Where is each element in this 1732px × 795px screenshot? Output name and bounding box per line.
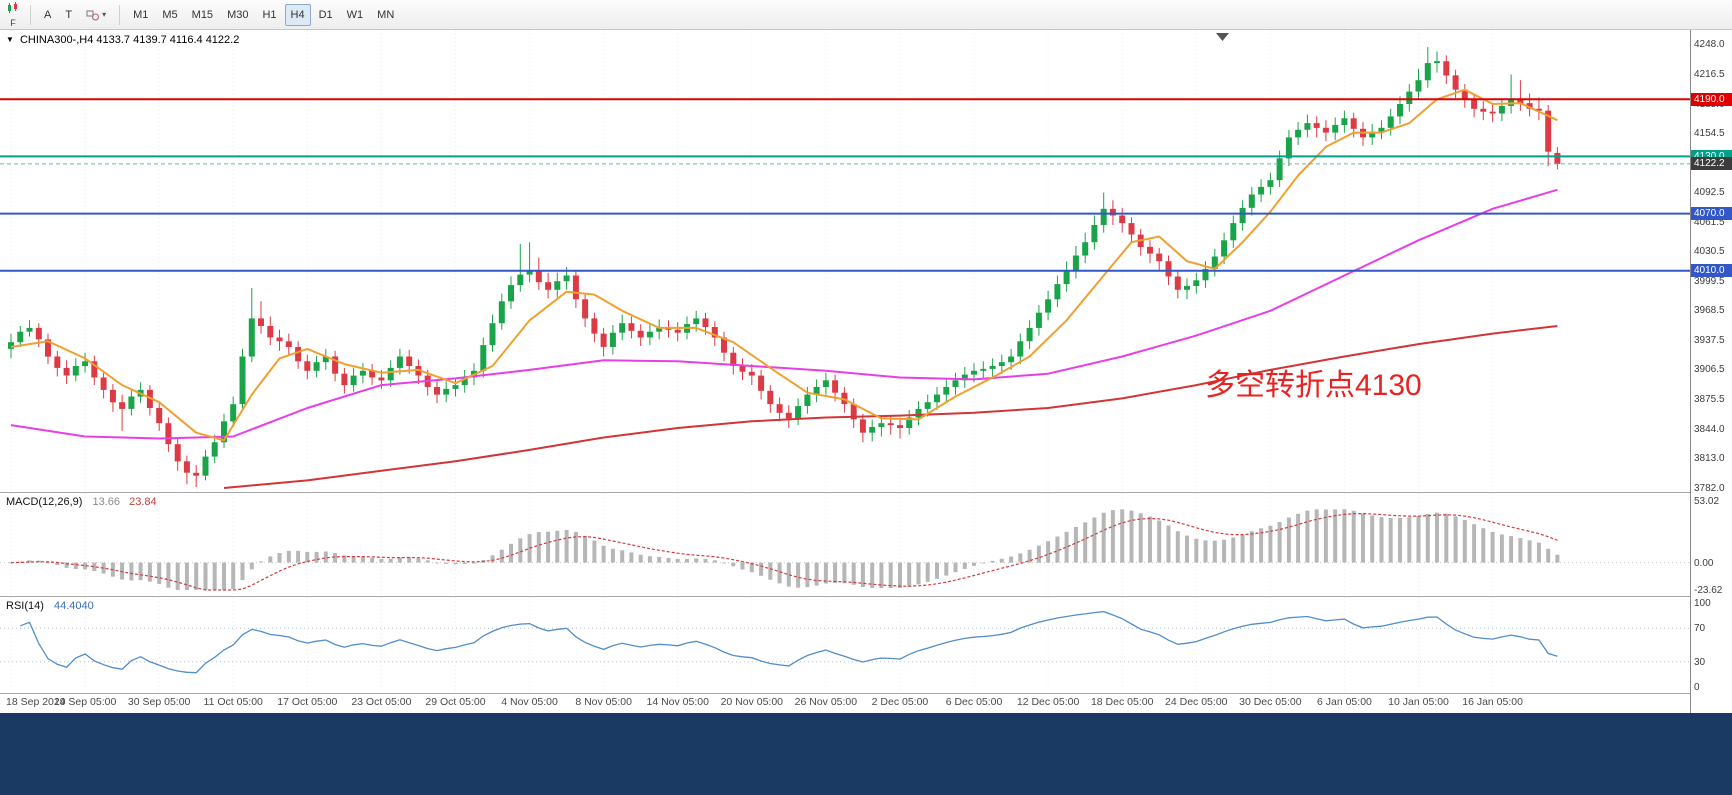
bottom-window-strip [0, 713, 1732, 795]
toolbar-separator [30, 4, 31, 25]
date-label: 17 Oct 05:00 [277, 696, 338, 708]
axis-label: 3875.5 [1694, 393, 1725, 405]
axis-label: 3844.0 [1694, 423, 1725, 435]
macd-main-value: 13.66 [92, 496, 121, 508]
ohlc-values: 4133.7 4139.7 4116.4 4122.2 [96, 34, 240, 46]
symbol-timeframe: CHINA300-,H4 [19, 34, 94, 46]
timeframe-button-w1[interactable]: W1 [341, 4, 370, 26]
chart-mini-icon[interactable] [7, 1, 19, 19]
date-label: 2 Dec 05:00 [871, 696, 929, 708]
rsi-value: 44.4040 [53, 600, 94, 612]
date-label: 18 Dec 05:00 [1090, 696, 1154, 708]
date-label: 16 Jan 05:00 [1462, 696, 1523, 708]
date-label: 18 Sep 2019 [6, 696, 66, 708]
date-label: 6 Jan 05:00 [1316, 696, 1372, 708]
timeframe-button-m5[interactable]: M5 [156, 4, 183, 26]
axis-label: 3968.5 [1694, 305, 1725, 317]
macd-label: MACD(12,26,9) [6, 496, 83, 508]
price-badge-4070.0: 4070.0 [1691, 207, 1732, 221]
axis-label: 4154.5 [1694, 128, 1725, 140]
axis-label: 3782.0 [1694, 483, 1725, 494]
timeframe-button-h1[interactable]: H1 [256, 4, 282, 26]
scroll-shift-marker-icon[interactable] [1216, 33, 1229, 41]
price-axis[interactable]: 4248.04216.54185.04154.54123.04092.54061… [1690, 30, 1732, 713]
chart-text-annotation[interactable]: 多空转折点4130 [1205, 369, 1422, 402]
rsi-label: RSI(14) [6, 600, 44, 612]
axis-label: 4216.5 [1694, 69, 1725, 80]
price-badge-4190.0: 4190.0 [1691, 92, 1732, 106]
axis-label: 0 [1694, 682, 1700, 693]
ma_mid-line [10, 188, 1558, 440]
axis-label: 4030.5 [1694, 246, 1725, 258]
axis-label: 53.02 [1694, 496, 1720, 507]
axis-label: 100 [1694, 598, 1711, 609]
axis-label: -23.62 [1694, 585, 1723, 596]
toolbar-button-t[interactable]: T [59, 4, 78, 26]
timeframe-button-m30[interactable]: M30 [221, 4, 254, 26]
chevron-down-icon: ▾ [102, 10, 107, 19]
macd-header: MACD(12,26,9) 13.66 23.84 [6, 496, 157, 508]
toolbar-f-label: F [10, 18, 16, 28]
pane-separator[interactable] [0, 492, 1732, 493]
axis-label: 0.00 [1694, 557, 1714, 569]
date-label: 14 Nov 05:00 [646, 696, 709, 708]
toolbar-separator [119, 4, 121, 25]
ma_fast-line [10, 88, 1558, 442]
axis-label: 30 [1694, 656, 1706, 668]
price-badge-4010.0: 4010.0 [1691, 264, 1732, 278]
macd-signal-line [10, 512, 1558, 591]
date-label: 10 Jan 05:00 [1388, 696, 1449, 708]
axis-label: 4092.5 [1694, 187, 1725, 199]
toolbar-left-stack: F [2, 0, 24, 30]
date-label: 24 Sep 05:00 [53, 696, 117, 708]
candles-group [8, 46, 1561, 487]
ma_slow-line [223, 325, 1558, 489]
timeframe-buttons-group: M1 M5 M15 M30 H1 H4 D1 W1 MN [126, 3, 401, 26]
chart-window: ▼ CHINA300-,H4 4133.7 4139.7 4116.4 4122… [0, 30, 1732, 713]
pane-separator[interactable] [0, 596, 1732, 597]
date-label: 12 Dec 05:00 [1016, 696, 1080, 708]
timeframe-button-mn[interactable]: MN [371, 4, 400, 26]
timeframe-button-m15[interactable]: M15 [186, 4, 219, 26]
axis-label: 70 [1694, 623, 1706, 635]
chart-legend: ▼ CHINA300-,H4 4133.7 4139.7 4116.4 4122… [6, 34, 239, 46]
rsi-canvas[interactable] [0, 597, 1690, 693]
date-label: 20 Nov 05:00 [720, 696, 784, 708]
axis-label: 3937.5 [1694, 334, 1725, 346]
date-label: 23 Oct 05:00 [351, 696, 412, 708]
axis-label: 3813.0 [1694, 453, 1725, 465]
timeframe-button-d1[interactable]: D1 [313, 4, 339, 26]
date-label: 4 Nov 05:00 [501, 696, 558, 708]
drawing-tools-button[interactable]: ▾ [80, 4, 112, 26]
date-label: 26 Nov 05:00 [794, 696, 858, 708]
timeframe-button-h4[interactable]: H4 [284, 3, 311, 26]
date-label: 30 Dec 05:00 [1239, 696, 1302, 708]
rsi-header: RSI(14) 44.4040 [6, 600, 94, 612]
date-label: 30 Sep 05:00 [127, 696, 191, 708]
axis-label: 4061.5 [1694, 216, 1725, 228]
pane-separator [0, 693, 1732, 694]
price-badge-4122.2: 4122.2 [1691, 157, 1732, 171]
toolbar-button-a[interactable]: A [38, 4, 57, 26]
time-axis[interactable]: 18 Sep 2019 24 Sep 05:00 30 Sep 05:00 11 Oc… [0, 696, 1690, 713]
date-label: 6 Dec 05:00 [945, 696, 1003, 708]
date-label: 24 Dec 05:00 [1165, 696, 1228, 708]
legend-collapse-icon[interactable]: ▼ [6, 35, 14, 44]
axis-label: 4248.0 [1694, 39, 1725, 50]
rsi-line [20, 610, 1558, 674]
axis-label: 3999.5 [1694, 275, 1725, 287]
axis-label: 3906.5 [1694, 364, 1725, 376]
timeframe-button-m1[interactable]: M1 [127, 4, 154, 26]
macd-signal-value: 23.84 [129, 496, 157, 508]
date-label: 11 Oct 05:00 [203, 696, 263, 708]
main-chart-canvas[interactable] [0, 30, 1690, 492]
macd-canvas[interactable] [0, 493, 1690, 596]
date-label: 29 Oct 05:00 [425, 696, 486, 708]
date-label: 8 Nov 05:00 [575, 696, 632, 708]
shapes-icon [86, 10, 100, 20]
